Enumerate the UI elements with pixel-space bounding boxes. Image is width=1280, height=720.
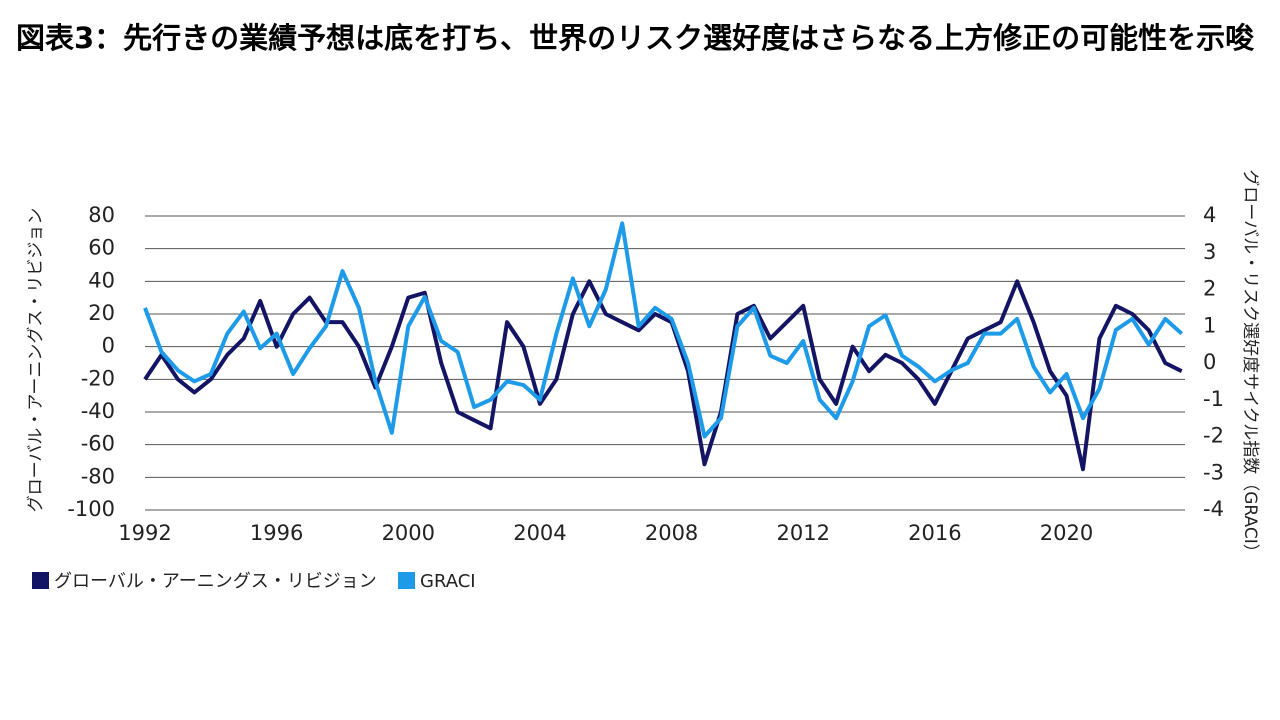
x-tick-label: 2004 — [513, 521, 566, 545]
x-tick-label: 2016 — [908, 521, 961, 545]
y-tick-label: 0 — [102, 334, 115, 358]
x-tick-label: 1996 — [250, 521, 303, 545]
y2-tick-label: 0 — [1203, 350, 1216, 374]
legend-swatch — [398, 572, 415, 589]
y2-axis-label: グローバル・リスク選好度サイクル指数（GRACI） — [1240, 169, 1260, 561]
y-tick-label: -40 — [81, 399, 115, 423]
legend-label: グローバル・アーニングス・リビジョン — [54, 571, 377, 592]
y-tick-label: -80 — [81, 464, 115, 488]
chart-title: 図表3：先行きの業績予想は底を打ち、世界のリスク選好度はさらなる上方修正の可能性… — [16, 21, 1255, 55]
y-tick-label: -60 — [81, 432, 115, 456]
y2-tick-label: 1 — [1203, 313, 1216, 337]
y2-tick-label: -4 — [1203, 497, 1224, 521]
y2-tick-label: -1 — [1203, 387, 1224, 411]
y2-tick-label: -2 — [1203, 424, 1224, 448]
y2-tick-label: 3 — [1203, 240, 1216, 264]
legend-swatch — [32, 572, 49, 589]
y2-tick-label: -3 — [1203, 460, 1224, 484]
series-line — [143, 221, 1184, 439]
y2-tick-label: 4 — [1203, 203, 1216, 227]
y-axis-label: グローバル・アーニングス・リビジョン — [26, 208, 46, 513]
x-tick-label: 2020 — [1040, 521, 1093, 545]
y-tick-label: 60 — [88, 236, 115, 260]
x-tick-label: 1992 — [118, 521, 171, 545]
y-tick-label: 40 — [88, 268, 115, 292]
y-tick-label: 20 — [88, 301, 115, 325]
y-tick-label: -100 — [67, 497, 115, 521]
legend-label: GRACI — [420, 571, 476, 592]
x-tick-label: 2012 — [777, 521, 830, 545]
y-tick-label: 80 — [88, 203, 115, 227]
y-tick-label: -20 — [81, 366, 115, 390]
x-tick-label: 2000 — [382, 521, 435, 545]
x-tick-label: 2008 — [645, 521, 698, 545]
y2-tick-label: 2 — [1203, 277, 1216, 301]
series-line — [143, 279, 1183, 472]
